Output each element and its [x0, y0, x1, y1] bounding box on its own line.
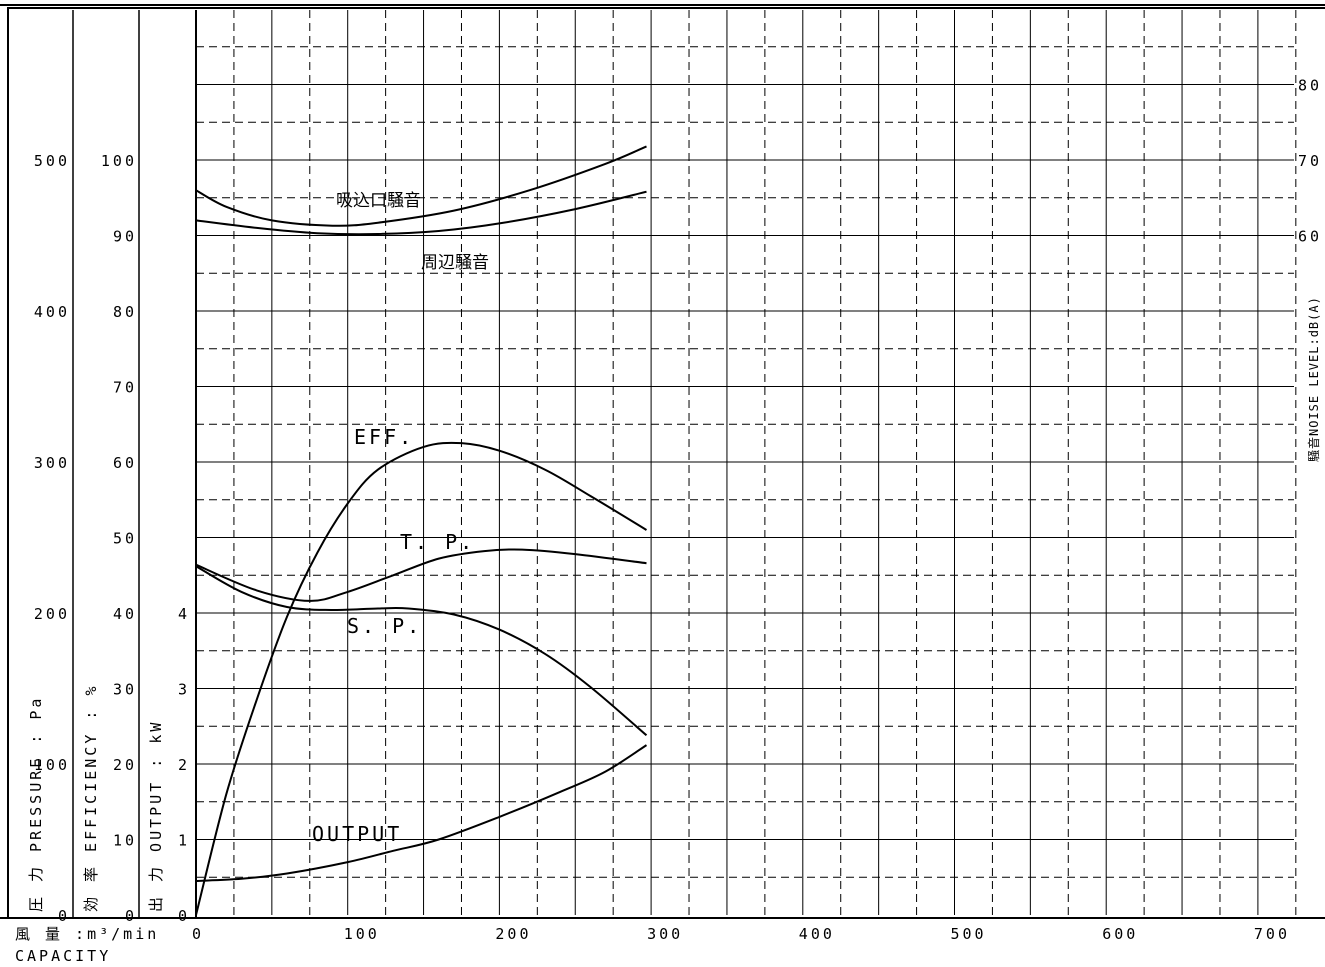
- output-label: OUTPUT: [312, 822, 402, 846]
- noise-axis-title: 騒音NOISE LEVEL:dB(A): [1306, 296, 1321, 462]
- ambient-noise-curve: [195, 190, 647, 236]
- efficiency-label: EFF.: [354, 425, 414, 449]
- efficiency-tick-label: 20: [113, 756, 137, 774]
- chart-frame: [0, 4, 1325, 919]
- efficiency-tick-label: 40: [113, 605, 137, 623]
- output-tick-label: 3: [178, 681, 190, 699]
- capacity-tick-label: 0: [192, 925, 204, 943]
- efficiency-tick-label: 80: [113, 303, 137, 321]
- output-tick-label: 1: [178, 832, 190, 850]
- capacity-tick-label: 700: [1254, 925, 1290, 943]
- ambient-noise-label: 周辺騒音: [421, 253, 489, 273]
- capacity-tick-label: 400: [799, 925, 835, 943]
- chart-labels: 0100200300400500010203040506070809010001…: [15, 77, 1322, 966]
- capacity-tick-label: 500: [951, 925, 987, 943]
- total-pressure-label: T. P.: [400, 530, 475, 554]
- pressure-tick-label: 200: [34, 605, 70, 623]
- pressure-tick-label: 300: [34, 454, 70, 472]
- efficiency-curve: [195, 441, 648, 916]
- noise-tick-label: 80: [1298, 77, 1322, 95]
- pressure-tick-label: 100: [34, 756, 70, 774]
- pressure-tick-label: 0: [58, 907, 70, 925]
- pressure-tick-label: 500: [34, 152, 70, 170]
- noise-tick-label: 60: [1298, 228, 1322, 246]
- output-tick-label: 2: [178, 756, 190, 774]
- capacity-tick-label: 100: [344, 925, 380, 943]
- efficiency-tick-label: 50: [113, 530, 137, 548]
- pressure-axis-title: 圧 力 PRESSURE : Pa: [27, 696, 45, 912]
- efficiency-tick-label: 30: [113, 681, 137, 699]
- pressure-tick-label: 400: [34, 303, 70, 321]
- static-pressure-curve: [195, 565, 648, 737]
- capacity-tick-label: 200: [495, 925, 531, 943]
- capacity-axis-label-en: CAPACITY: [15, 947, 111, 965]
- noise-tick-label: 70: [1298, 152, 1322, 170]
- efficiency-tick-label: 70: [113, 379, 137, 397]
- suction-noise-label: 吸込口騒音: [336, 191, 421, 211]
- output-tick-label: 0: [178, 907, 190, 925]
- efficiency-tick-label: 100: [101, 152, 137, 170]
- efficiency-tick-label: 90: [113, 228, 137, 246]
- efficiency-tick-label: 10: [113, 832, 137, 850]
- capacity-axis-label-jp: 風 量 :m³/min: [15, 925, 159, 943]
- capacity-tick-label: 300: [647, 925, 683, 943]
- suction-noise-curve: [195, 145, 647, 227]
- chart-series: [195, 145, 648, 916]
- chart-grid: [196, 10, 1297, 915]
- output-tick-label: 4: [178, 605, 190, 623]
- outer-border: [7, 7, 1325, 919]
- capacity-tick-label: 600: [1102, 925, 1138, 943]
- total-pressure-curve: [195, 548, 647, 602]
- efficiency-tick-label: 60: [113, 454, 137, 472]
- efficiency-axis-title: 効 率 EFFICIENCY : %: [82, 684, 100, 913]
- output-axis-title: 出 力 OUTPUT : kW: [147, 720, 165, 912]
- output-curve: [195, 744, 648, 882]
- static-pressure-label: S. P.: [347, 614, 422, 638]
- efficiency-tick-label: 0: [125, 907, 137, 925]
